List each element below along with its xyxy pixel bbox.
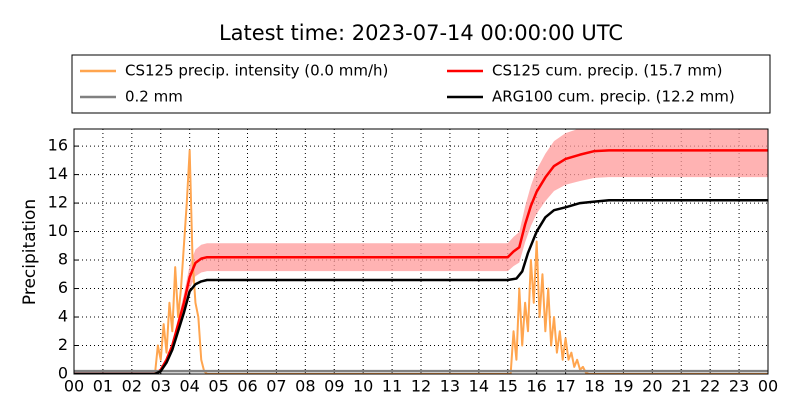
x-tick-label: 13 bbox=[440, 377, 460, 396]
x-tick-label: 20 bbox=[642, 377, 662, 396]
y-axis-label: Precipitation bbox=[20, 199, 40, 305]
legend-label: CS125 cum. precip. (15.7 mm) bbox=[492, 62, 722, 80]
y-tick-label: 6 bbox=[58, 278, 68, 297]
x-tick-label: 12 bbox=[411, 377, 431, 396]
legend-label: 0.2 mm bbox=[125, 88, 183, 106]
x-tick-label: 21 bbox=[671, 377, 691, 396]
y-tick-label: 10 bbox=[48, 221, 68, 240]
x-tick-label: 16 bbox=[526, 377, 546, 396]
x-tick-label: 00 bbox=[758, 377, 778, 396]
series-line bbox=[74, 149, 768, 374]
x-tick-label: 05 bbox=[208, 377, 228, 396]
x-tick-label: 06 bbox=[237, 377, 257, 396]
legend-label: ARG100 cum. precip. (12.2 mm) bbox=[492, 88, 735, 106]
x-tick-label: 07 bbox=[266, 377, 286, 396]
x-tick-label: 22 bbox=[700, 377, 720, 396]
x-tick-label: 04 bbox=[179, 377, 199, 396]
y-tick-label: 16 bbox=[48, 136, 68, 155]
chart-title: Latest time: 2023-07-14 00:00:00 UTC bbox=[219, 21, 623, 45]
x-tick-label: 08 bbox=[295, 377, 315, 396]
series-line bbox=[74, 149, 768, 374]
y-tick-label: 14 bbox=[48, 164, 68, 183]
x-tick-label: 23 bbox=[729, 377, 749, 396]
series-line bbox=[74, 198, 768, 374]
y-tick-label: 4 bbox=[58, 307, 68, 326]
y-tick-label: 0 bbox=[58, 364, 68, 383]
x-tick-label: 02 bbox=[122, 377, 142, 396]
uncertainty-band bbox=[74, 129, 768, 374]
x-tick-label: 00 bbox=[64, 377, 84, 396]
x-tick-label: 19 bbox=[613, 377, 633, 396]
legend-box bbox=[71, 54, 771, 114]
plot-area bbox=[74, 129, 768, 374]
x-tick-label: 01 bbox=[93, 377, 113, 396]
x-tick-label: 09 bbox=[324, 377, 344, 396]
x-tick-label: 15 bbox=[498, 377, 518, 396]
x-tick-label: 10 bbox=[353, 377, 373, 396]
y-tick-label: 2 bbox=[58, 335, 68, 354]
x-tick-label: 14 bbox=[469, 377, 489, 396]
x-tick-label: 03 bbox=[151, 377, 171, 396]
x-tick-label: 11 bbox=[382, 377, 402, 396]
x-tick-label: 17 bbox=[555, 377, 575, 396]
legend-label: CS125 precip. intensity (0.0 mm/h) bbox=[125, 62, 388, 80]
y-tick-label: 12 bbox=[48, 193, 68, 212]
x-tick-label: 18 bbox=[584, 377, 604, 396]
plot-frame bbox=[73, 128, 769, 375]
y-tick-label: 8 bbox=[58, 250, 68, 269]
